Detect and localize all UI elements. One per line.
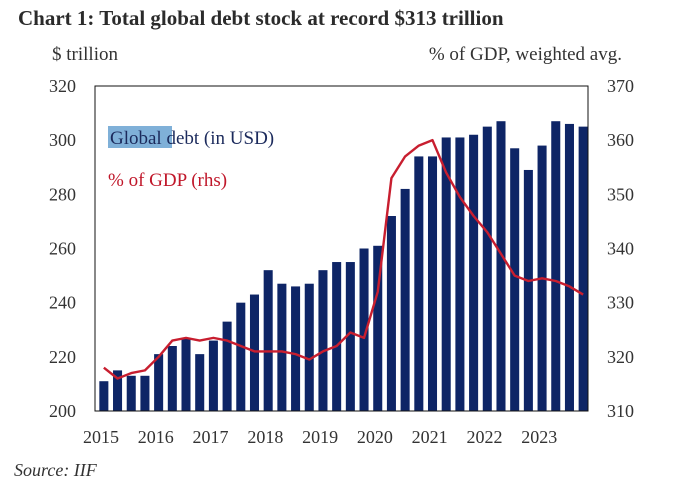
left-tick-label: 260 (49, 239, 76, 259)
bar (551, 121, 561, 412)
x-tick-label: 2023 (521, 427, 557, 447)
right-tick-label: 310 (607, 401, 634, 421)
right-tick-label: 370 (607, 76, 634, 96)
x-tick-label: 2017 (193, 427, 229, 447)
bar (208, 340, 218, 411)
bar (510, 148, 520, 412)
left-tick-label: 280 (49, 184, 76, 204)
bar (277, 283, 287, 411)
x-tick-label: 2021 (412, 427, 448, 447)
plot-area-frame (94, 85, 589, 412)
x-tick-label: 2019 (302, 427, 338, 447)
bar (195, 354, 205, 412)
bar (236, 302, 246, 411)
right-tick-label: 320 (607, 347, 634, 367)
bar (359, 248, 369, 411)
bar (318, 270, 328, 411)
legend-item-gdp: % of GDP (rhs) (108, 170, 227, 191)
legend-rest-text: debt (in USD) (162, 128, 274, 149)
bar (345, 262, 355, 411)
legend-highlight-text: Global (110, 128, 162, 149)
left-axis-unit-label: $ trillion (52, 44, 118, 65)
bar (332, 262, 342, 411)
x-tick-label: 2015 (83, 427, 119, 447)
bar (181, 337, 191, 412)
x-tick-label: 2020 (357, 427, 393, 447)
bar (263, 270, 273, 411)
bar (126, 375, 136, 411)
bar (496, 121, 506, 412)
x-tick-label: 2016 (138, 427, 174, 447)
x-axis-ticks: 2015 2016 2017 2018 2019 2020 2021 2022 2023 (83, 427, 557, 447)
right-axis-ticks: 310 320 330 340 350 360 370 (607, 76, 634, 421)
right-tick-label: 340 (607, 239, 634, 259)
x-tick-label: 2018 (247, 427, 283, 447)
bar (414, 156, 424, 411)
bar (386, 216, 396, 411)
left-tick-label: 320 (49, 76, 76, 96)
legend-item-global-debt: Global debt (in USD) (110, 128, 274, 149)
bar (154, 354, 164, 412)
bar (373, 245, 383, 411)
right-tick-label: 330 (607, 293, 634, 313)
bar (469, 134, 479, 411)
bar-series-global-debt (99, 121, 588, 412)
bar (304, 283, 314, 411)
left-axis-ticks: 200 220 240 260 280 300 320 (49, 76, 76, 421)
bar (564, 123, 574, 412)
left-tick-label: 220 (49, 347, 76, 367)
line-series-gdp (103, 138, 584, 380)
right-tick-label: 350 (607, 184, 634, 204)
chart-title: Chart 1: Total global debt stock at reco… (18, 6, 504, 30)
bar (455, 137, 465, 411)
right-axis-unit-label: % of GDP, weighted avg. (428, 44, 622, 65)
left-tick-label: 300 (49, 130, 76, 150)
bar (523, 169, 533, 411)
bar (400, 188, 410, 411)
bar (482, 126, 492, 412)
legend: Global debt (in USD) % of GDP (rhs) (108, 126, 274, 191)
bar (222, 321, 232, 412)
left-tick-label: 200 (49, 401, 76, 421)
right-tick-label: 360 (607, 130, 634, 150)
legend-highlight (108, 126, 172, 148)
bar (427, 156, 438, 411)
source-note: Source: IIF (14, 460, 97, 480)
bar (291, 286, 301, 411)
bar (578, 126, 588, 412)
bar (441, 137, 451, 411)
x-tick-label: 2022 (466, 427, 502, 447)
bar (249, 294, 260, 411)
bar (99, 381, 109, 411)
bar (113, 370, 123, 412)
bar (167, 346, 177, 411)
left-tick-label: 240 (49, 293, 76, 313)
bar (140, 375, 150, 411)
